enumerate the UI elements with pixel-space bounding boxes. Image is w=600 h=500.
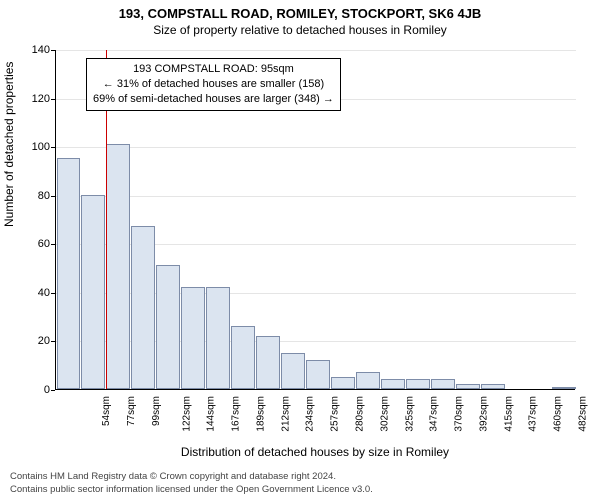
x-tick-label: 347sqm: [429, 396, 440, 432]
x-tick-label: 482sqm: [577, 396, 588, 432]
x-tick-label: 54sqm: [101, 396, 112, 426]
histogram-bar: [106, 144, 130, 389]
histogram-bar: [306, 360, 330, 389]
histogram-bar: [256, 336, 280, 389]
credits-line1: Contains HM Land Registry data © Crown c…: [10, 471, 590, 483]
y-tick-label: 100: [20, 141, 50, 153]
histogram-bar: [231, 326, 255, 389]
x-tick-label: 460sqm: [553, 396, 564, 432]
x-tick-label: 122sqm: [181, 396, 192, 432]
histogram-bar: [181, 287, 205, 389]
x-tick-label: 415sqm: [503, 396, 514, 432]
x-tick-label: 325sqm: [404, 396, 415, 432]
histogram-bar: [406, 379, 430, 389]
histogram-bar: [281, 353, 305, 389]
x-tick-label: 370sqm: [454, 396, 465, 432]
x-tick-label: 144sqm: [206, 396, 217, 432]
histogram-bar: [131, 226, 155, 389]
x-tick-label: 77sqm: [126, 396, 137, 426]
x-tick-label: 189sqm: [256, 396, 267, 432]
histogram-bar: [57, 158, 81, 389]
y-tick-label: 140: [20, 44, 50, 56]
credits-line2: Contains public sector information licen…: [10, 484, 590, 496]
histogram-bar: [156, 265, 180, 389]
y-tick-label: 80: [20, 190, 50, 202]
histogram-chart: Number of detached properties 193 COMPST…: [55, 50, 575, 390]
x-axis-label: Distribution of detached houses by size …: [55, 445, 575, 459]
histogram-bar: [552, 387, 576, 389]
page-title: 193, COMPSTALL ROAD, ROMILEY, STOCKPORT,…: [0, 0, 600, 21]
histogram-bar: [81, 195, 105, 389]
x-tick-label: 437sqm: [528, 396, 539, 432]
x-tick-label: 302sqm: [379, 396, 390, 432]
y-tick-label: 40: [20, 287, 50, 299]
annotation-line2: ← 31% of detached houses are smaller (15…: [93, 77, 334, 92]
histogram-bar: [331, 377, 355, 389]
x-tick-label: 99sqm: [151, 396, 162, 426]
credits: Contains HM Land Registry data © Crown c…: [10, 471, 590, 496]
x-tick-label: 392sqm: [478, 396, 489, 432]
histogram-bar: [356, 372, 380, 389]
histogram-bar: [206, 287, 230, 389]
x-tick-label: 167sqm: [231, 396, 242, 432]
annotation-line3: 69% of semi-detached houses are larger (…: [93, 92, 334, 107]
y-tick-label: 20: [20, 335, 50, 347]
x-tick-label: 280sqm: [355, 396, 366, 432]
x-tick-label: 234sqm: [305, 396, 316, 432]
x-tick-label: 212sqm: [280, 396, 291, 432]
y-tick-label: 60: [20, 238, 50, 250]
y-axis-label: Number of detached properties: [2, 62, 16, 227]
x-tick-label: 257sqm: [330, 396, 341, 432]
histogram-bar: [431, 379, 455, 389]
y-tick-label: 120: [20, 93, 50, 105]
annotation-line1: 193 COMPSTALL ROAD: 95sqm: [93, 62, 334, 77]
y-tick-label: 0: [20, 384, 50, 396]
page-subtitle: Size of property relative to detached ho…: [0, 21, 600, 41]
histogram-bar: [456, 384, 480, 389]
histogram-bar: [481, 384, 505, 389]
annotation-box: 193 COMPSTALL ROAD: 95sqm ← 31% of detac…: [86, 58, 341, 111]
histogram-bar: [381, 379, 405, 389]
plot-area: 193 COMPSTALL ROAD: 95sqm ← 31% of detac…: [55, 50, 575, 390]
